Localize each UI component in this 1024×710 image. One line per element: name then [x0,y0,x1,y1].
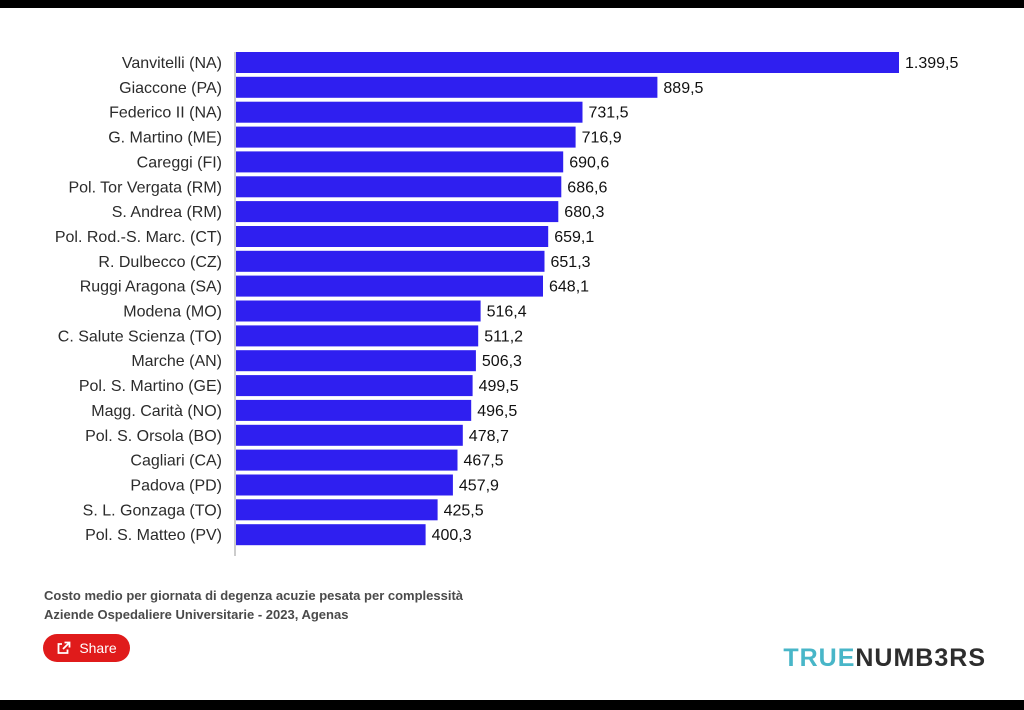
bars-group [236,52,899,546]
category-labels-group: Vanvitelli (NA) Giaccone (PA) Federico II … [55,55,222,544]
bar [236,424,463,446]
bar [236,275,543,297]
value-label: 680,3 [564,204,604,221]
category-label: Vanvitelli (NA) [122,55,222,72]
category-label: Pol. S. Matteo (PV) [85,527,222,544]
category-label: Pol. Tor Vergata (RM) [68,179,222,196]
category-label: Federico II (NA) [109,105,222,122]
bar [236,399,472,421]
bar [236,201,559,223]
value-labels-group: 1.399,5 889,5 731,5 716,9 690,6 686,6 680,3 659… [432,55,959,544]
value-label: 659,1 [554,229,594,246]
share-icon [56,641,71,655]
caption-line-1: Costo medio per giornata di degenza acuz… [44,588,464,603]
bar [236,151,564,173]
category-label: R. Dulbecco (CZ) [98,254,222,271]
value-label: 511,2 [484,328,523,345]
value-label: 1.399,5 [905,55,958,72]
category-label: Modena (MO) [123,304,222,321]
value-label: 716,9 [582,130,622,147]
bar [236,250,545,272]
category-label: S. Andrea (RM) [112,204,222,221]
value-label: 690,6 [569,154,609,171]
bar [236,300,481,322]
category-label: Giaccone (PA) [119,80,222,97]
category-label: G. Martino (ME) [108,130,222,147]
value-label: 499,5 [479,378,519,395]
value-label: 686,6 [567,179,607,196]
bar [236,499,438,521]
value-label: 467,5 [464,453,504,470]
bar [236,101,583,123]
category-label: Magg. Carità (NO) [91,403,222,420]
bar [236,176,562,198]
value-label: 889,5 [663,80,703,97]
caption-line-2: Aziende Ospedaliere Universitarie - 2023… [44,607,349,622]
bar [236,474,453,496]
value-label: 651,3 [551,254,591,271]
brand-logo: TRUENUMB3RS [783,644,986,673]
value-label: 478,7 [469,428,509,445]
bar [236,226,549,247]
bar [236,126,576,148]
value-label: 731,5 [589,105,629,122]
value-label: 506,3 [482,353,522,370]
bar [236,76,658,98]
value-label: 496,5 [477,403,517,420]
category-label: Careggi (FI) [137,154,222,171]
share-label: Share [79,640,117,656]
value-label: 648,1 [549,279,589,296]
category-label: Padova (PD) [130,478,222,495]
bar [236,52,899,73]
category-label: S. L. Gonzaga (TO) [83,502,222,519]
category-label: Pol. S. Martino (GE) [79,378,222,395]
bar [236,449,458,471]
bar-chart: Vanvitelli (NA) Giaccone (PA) Federico II … [55,52,959,556]
bar [236,325,479,347]
category-label: Marche (AN) [131,353,222,370]
category-label: Pol. Rod.-S. Marc. (CT) [55,229,222,246]
bar [236,524,426,546]
share-button[interactable]: Share [43,634,130,662]
bar [236,350,476,372]
category-label: Ruggi Aragona (SA) [80,279,222,296]
category-label: Cagliari (CA) [130,453,222,470]
chart-frame: Vanvitelli (NA) Giaccone (PA) Federico II … [0,8,1024,700]
brand-logo-part1: TRUE [783,644,856,672]
bar [236,375,473,397]
category-label: Pol. S. Orsola (BO) [85,428,222,445]
brand-logo-part2: NUMB3RS [855,644,986,672]
chart-caption: Costo medio per giornata di degenza acuz… [44,586,463,624]
value-label: 425,5 [444,502,484,519]
value-label: 516,4 [487,304,527,321]
value-label: 457,9 [459,478,499,495]
value-label: 400,3 [432,527,472,544]
category-label: C. Salute Scienza (TO) [58,328,222,345]
